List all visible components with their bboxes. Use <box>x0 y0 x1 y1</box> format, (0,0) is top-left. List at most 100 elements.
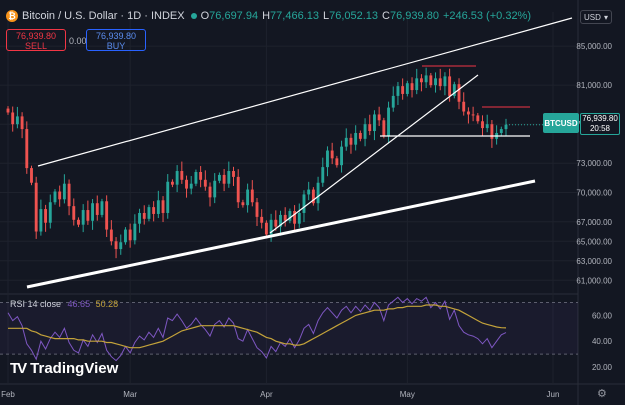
candle-body <box>396 86 400 96</box>
candle-body <box>30 168 33 183</box>
gear-icon[interactable]: ⚙ <box>597 388 607 400</box>
candle-body <box>11 112 15 125</box>
price-tick-label: 61,000.00 <box>576 276 612 285</box>
high-value: 77,466.13 <box>270 10 319 22</box>
candle-body <box>260 216 264 223</box>
candle-body <box>373 114 376 132</box>
close-value: 76,939.80 <box>390 10 439 22</box>
candle-body <box>485 124 489 129</box>
candle-body <box>274 219 278 227</box>
rsi-tick-label: 20.00 <box>592 363 613 372</box>
tradingview-logo[interactable]: TV TradingView <box>10 360 118 377</box>
candle-body <box>142 212 146 219</box>
candle-body <box>180 171 184 180</box>
candle-body <box>283 214 287 221</box>
candle-body <box>354 132 358 145</box>
candle-body <box>358 132 362 139</box>
time-tick-label: Jun <box>547 390 560 399</box>
time-tick-label: Feb <box>1 390 15 399</box>
open-label: O <box>200 10 210 22</box>
rsi-ma-line <box>8 304 507 349</box>
candle-body <box>368 124 372 132</box>
price-tick-label: 85,000.00 <box>576 42 612 51</box>
candle-body <box>504 124 508 130</box>
candle-body <box>189 183 193 189</box>
candle-body <box>481 121 484 129</box>
candle-body <box>476 115 480 122</box>
market-status-icon <box>190 13 197 19</box>
bar-countdown: 20:58 <box>589 124 611 133</box>
candle-body <box>222 174 226 184</box>
candle-body <box>236 176 240 203</box>
candle-body <box>326 150 329 168</box>
low-label: L <box>322 10 330 22</box>
rsi-tick-label: 40.00 <box>592 337 613 346</box>
candle-body <box>95 203 99 215</box>
candle-body <box>15 116 19 125</box>
candle-body <box>44 209 48 223</box>
currency-button[interactable]: USD ▾ <box>580 10 612 24</box>
symbol-title[interactable]: Bitcoin / U.S. Dollar · 1D · INDEX <box>22 10 185 22</box>
candle-body <box>203 179 207 187</box>
candle-body <box>227 171 231 184</box>
candle-body <box>466 111 470 115</box>
candle-body <box>72 206 76 220</box>
buy-label: BUY <box>106 41 126 51</box>
candle-body <box>25 129 29 169</box>
candle-body <box>156 200 160 214</box>
rsi-line <box>7 296 507 362</box>
change-value: +246.53 (+0.32%) <box>442 10 532 22</box>
rsi-tick-label: 60.00 <box>592 311 613 320</box>
candle-body <box>316 182 320 204</box>
candle-body <box>382 120 386 136</box>
sell-button[interactable]: 76,939.80 SELL <box>6 29 66 51</box>
candle-body <box>321 167 325 183</box>
price-tick-label: 73,000.00 <box>576 159 612 168</box>
candle-body <box>391 95 395 108</box>
tradingview-name: TradingView <box>30 360 119 377</box>
candle-body <box>39 209 43 232</box>
rsi-ma-value: 50.28 <box>95 299 119 309</box>
candle-body <box>175 171 179 185</box>
candle-body <box>311 189 315 204</box>
buy-button[interactable]: 76,939.80 BUY <box>86 29 146 51</box>
candle-body <box>330 150 334 159</box>
price-tick-label: 63,000.00 <box>576 257 612 266</box>
last-price-flag: 76,939.80 20:58 <box>580 113 620 135</box>
time-tick-label: Apr <box>260 390 273 399</box>
sell-label: SELL <box>24 41 48 51</box>
candle-body <box>217 174 221 181</box>
price-tick-label: 65,000.00 <box>576 237 612 246</box>
candle-body <box>133 223 137 241</box>
candle-body <box>241 202 245 206</box>
candle-body <box>471 114 475 116</box>
candle-body <box>194 172 198 184</box>
candle-body <box>250 189 254 203</box>
candle-body <box>100 201 104 215</box>
candle-body <box>213 180 217 198</box>
rsi-legend[interactable]: RSI 14 close 46.65 50.28 <box>10 299 118 309</box>
price-tick-label: 81,000.00 <box>576 81 612 90</box>
candle-body <box>185 179 188 189</box>
high-label: H <box>262 10 271 22</box>
candle-body <box>419 78 423 83</box>
bitcoin-icon: ₿ <box>6 10 18 22</box>
candle-body <box>344 137 348 147</box>
candle-body <box>20 116 24 130</box>
candle-body <box>462 101 466 112</box>
candle-body <box>58 191 62 200</box>
candle-body <box>109 229 113 242</box>
candle-body <box>363 124 367 139</box>
candle-body <box>438 78 442 87</box>
candle-body <box>340 146 344 166</box>
candle-body <box>302 194 306 213</box>
candle-body <box>335 158 339 166</box>
close-label: C <box>382 10 390 22</box>
candle-body <box>499 129 503 133</box>
candle-body <box>297 212 301 224</box>
open-value: 76,697.94 <box>209 10 259 22</box>
candle-body <box>166 181 170 213</box>
rising-trendline <box>269 74 479 234</box>
candle-body <box>105 201 109 230</box>
